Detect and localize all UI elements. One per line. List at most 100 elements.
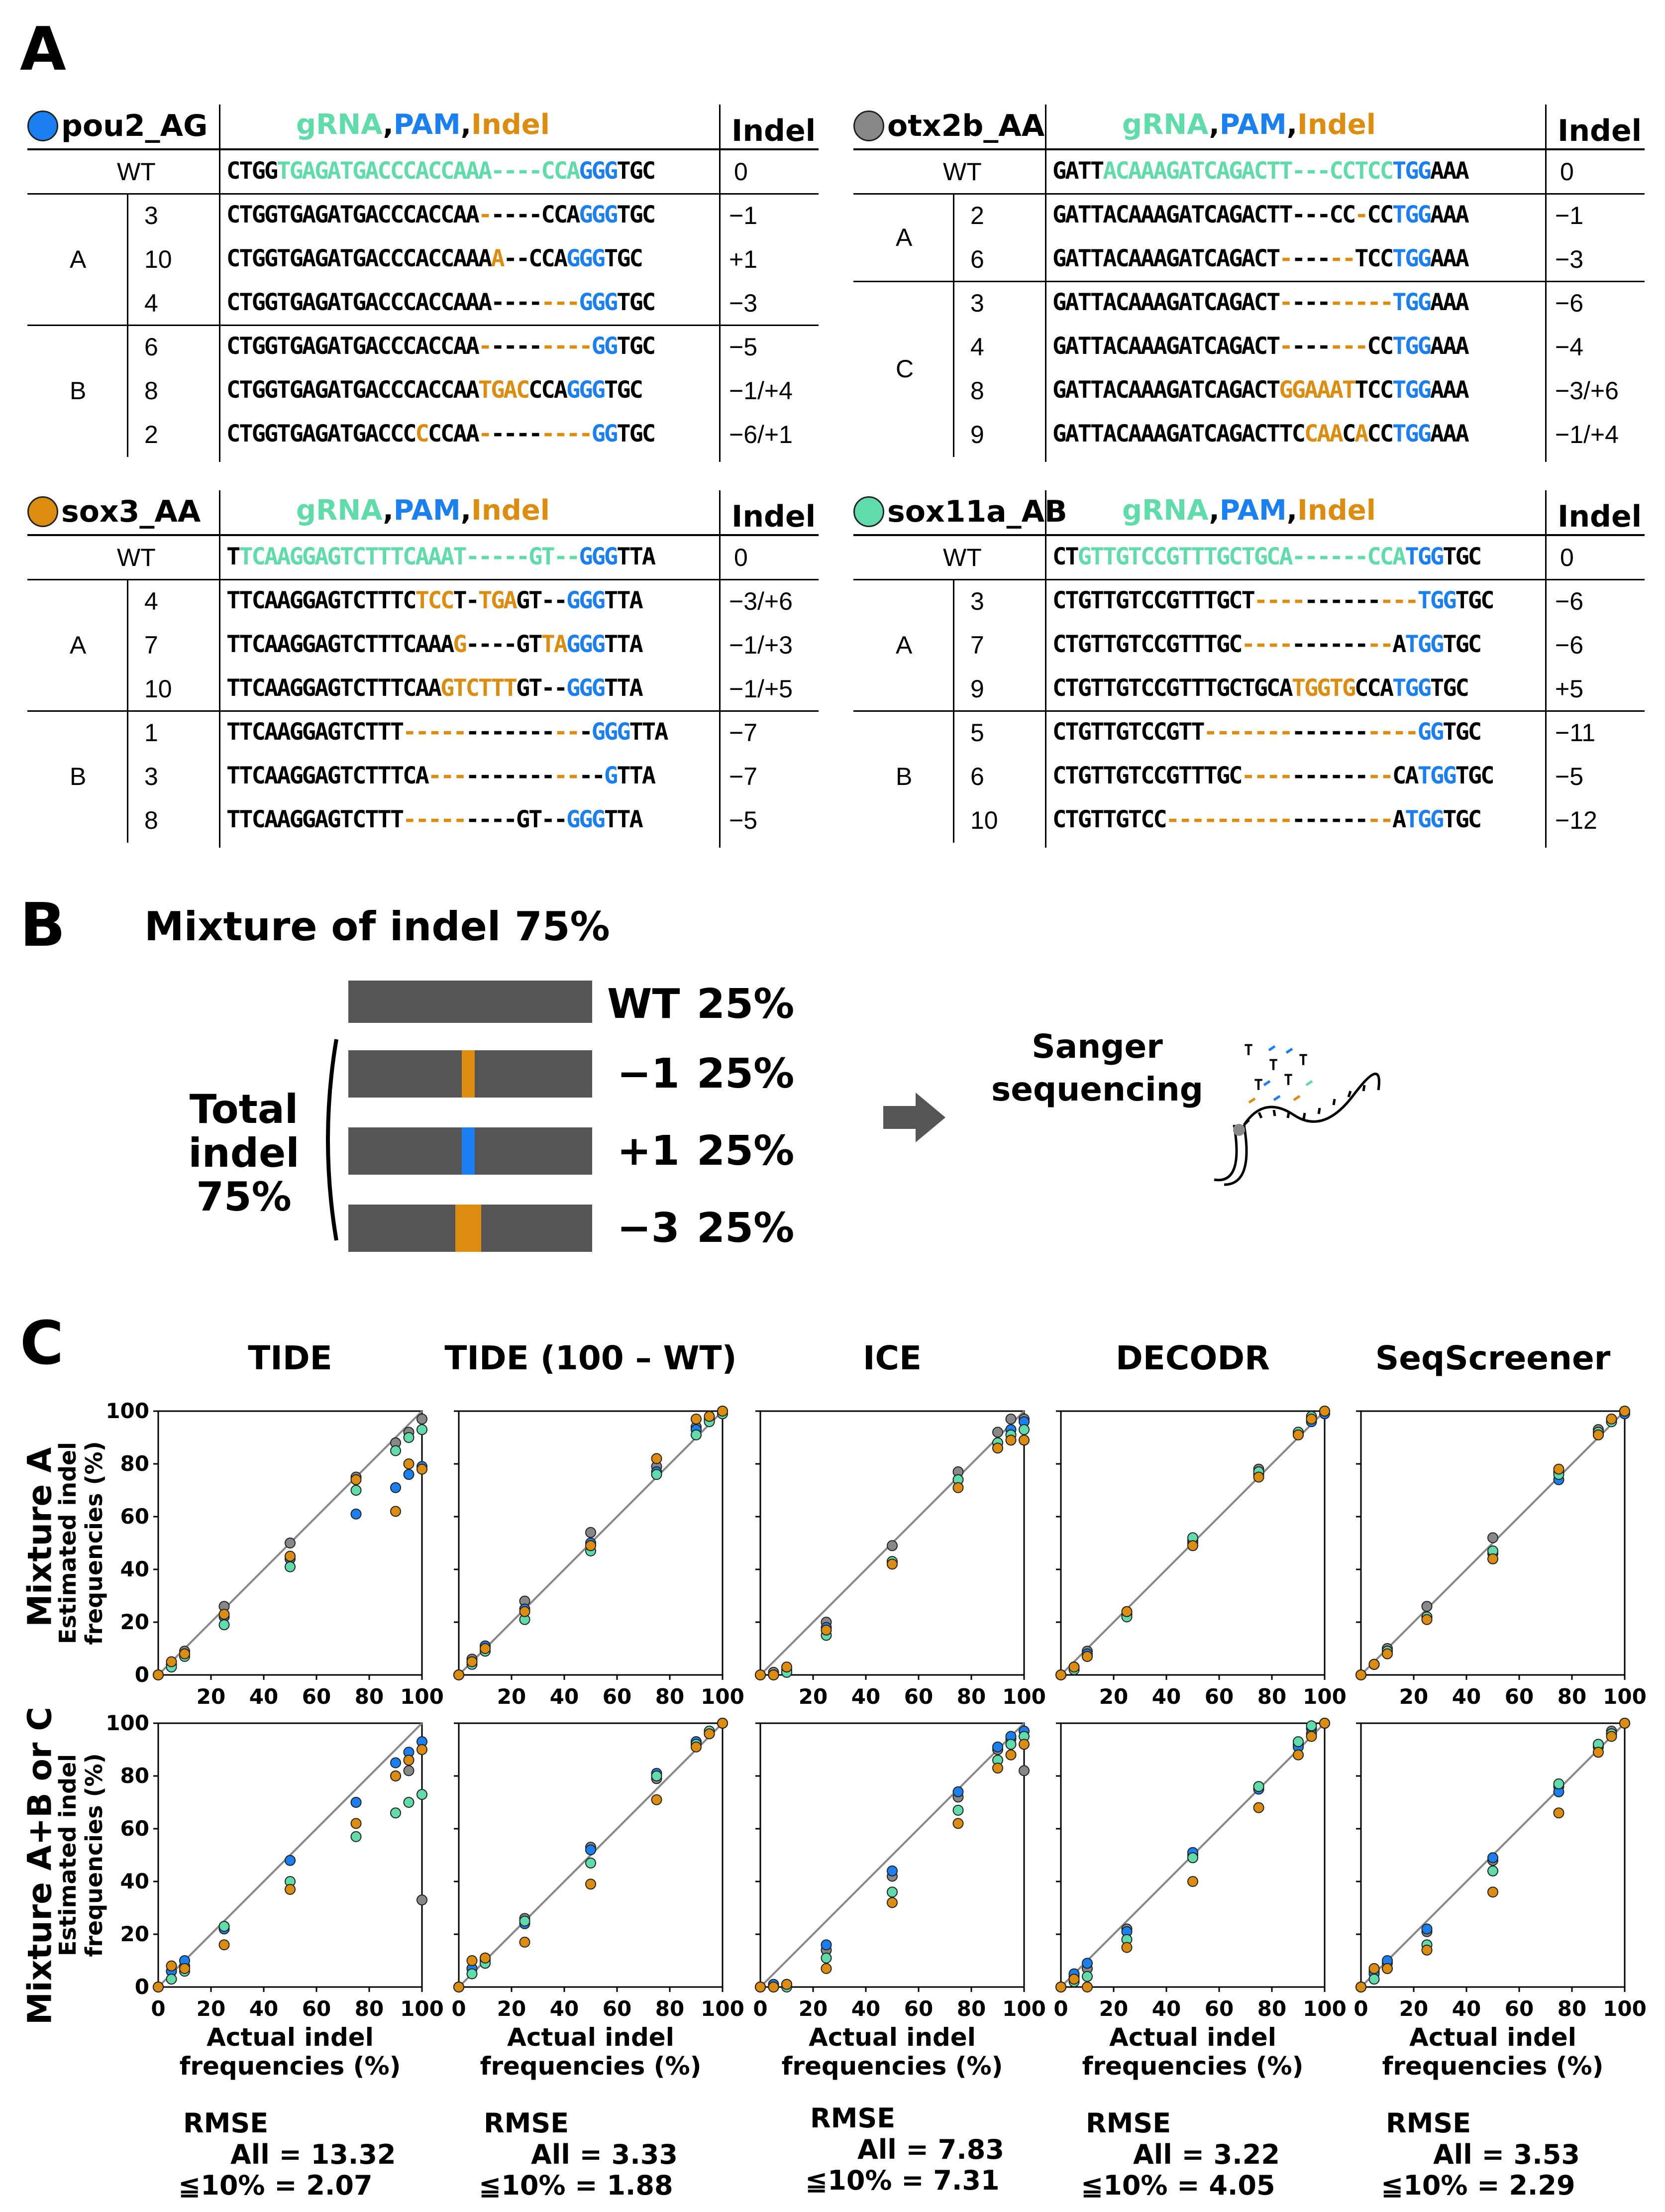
header-part-3: ,: [460, 109, 471, 141]
data-point-sox3_AA: [1593, 1429, 1604, 1440]
data-point-sox11a_AB: [821, 1952, 832, 1964]
seq-segment: ACAAAGATCAGACTT---CCTCC: [1103, 157, 1394, 185]
seq-segment: TGG: [1392, 332, 1432, 360]
seq-segment: TGC: [1443, 631, 1482, 658]
data-point-sox11a_AB: [218, 1921, 230, 1932]
header-part-0: gRNA: [1122, 109, 1209, 141]
y-tick-label: 20: [120, 1610, 149, 1634]
data-point-sox3_AA: [1487, 1553, 1498, 1564]
seq-segment: AAA: [1430, 201, 1469, 228]
data-point-pou2_AG: [992, 1741, 1003, 1753]
seq-segment: TGG: [1392, 289, 1432, 316]
clone-indel: −5: [729, 333, 758, 361]
x-tick-label: 40: [1452, 1996, 1481, 2021]
x-tick-label: 100: [701, 1684, 744, 1709]
y-label-line-1: Estimated indel: [54, 1441, 81, 1645]
gene-dot-pou2_AG: [27, 111, 58, 141]
x-tick-label: 80: [655, 1996, 684, 2021]
seq-segment: -: [478, 332, 492, 360]
seq-segment: TTCAAGGAGTCTTTCAA: [226, 674, 442, 702]
data-point-sox3_AA: [1487, 1886, 1498, 1898]
seq-segment: CCAA: [427, 420, 480, 447]
data-point-sox11a_AB: [1293, 1736, 1304, 1748]
group-vline: [127, 711, 128, 843]
data-point-sox11a_AB: [585, 1857, 596, 1869]
group-rule: [27, 325, 819, 326]
sanger-dna-icon: T T T T T: [1214, 1042, 1380, 1186]
seq-segment: ---: [1291, 289, 1331, 316]
data-point-sox3_AA: [755, 1982, 766, 1992]
seq-segment: CTGGTGAGATGACCCACCAA: [226, 201, 480, 228]
data-point-sox3_AA: [416, 1744, 427, 1755]
seq-segment: TGC: [604, 245, 643, 272]
seq-segment: CTGTTGTCCGTTTGC: [1052, 631, 1243, 658]
x-tick-label: 80: [355, 1684, 384, 1709]
x-tick-label: 100: [1002, 1684, 1046, 1709]
seq-segment: --: [1367, 631, 1394, 658]
seq-segment: -----: [1329, 289, 1394, 316]
clone-sequence: TTCAAGGAGTCTTT---------GT--GGGTTA: [226, 806, 643, 833]
y-axis-label: Estimated indel frequencies (%): [54, 1409, 107, 1677]
data-point-sox3_AA: [1368, 1659, 1380, 1670]
seq-segment: GTCTTT: [440, 674, 518, 702]
clone-indel: +5: [1555, 675, 1584, 703]
indel-mark-minus3: [455, 1205, 481, 1252]
clone-id: 7: [144, 631, 158, 659]
seq-segment: TGG: [1417, 762, 1457, 789]
clone-sequence: CTGGTGAGATGACCCACCAATGACCCAGGGTGC: [226, 376, 643, 404]
clone-id: 3: [144, 763, 158, 790]
y-axis-label: Estimated indel frequencies (%): [54, 1721, 107, 1990]
mixture-row-pct: 25%: [697, 1205, 795, 1252]
table-vline-2: [1545, 490, 1547, 848]
x-tick-label: 0: [1353, 1996, 1368, 2021]
nt-glyph-4: T: [1254, 1077, 1263, 1094]
rmse-all: All = 3.53: [1433, 2139, 1580, 2170]
seq-segment: CC: [1367, 201, 1394, 228]
data-point-sox3_AA: [1319, 1406, 1330, 1417]
clone-sequence: CTGGTGAGATGACCCACCAAAA--CCAGGGTGC: [226, 245, 643, 272]
y-tick-label: 40: [120, 1869, 149, 1893]
seq-segment: AAA: [1430, 376, 1469, 404]
seq-segment: --: [1329, 245, 1356, 272]
seq-segment: ----: [491, 420, 542, 447]
seq-segment: GATTACAAAGATCAGACT: [1052, 245, 1280, 272]
y-label-line-2: frequencies (%): [80, 1441, 107, 1645]
row-label-mixture-a: Mixture A: [20, 1447, 59, 1627]
data-point-sox3_AA: [717, 1406, 728, 1417]
data-point-pou2_AG: [887, 1865, 898, 1877]
data-point-sox3_AA: [1306, 1413, 1317, 1425]
clone-indel: −6: [1555, 631, 1584, 659]
wt-sequence: CTGGTGAGATGACCCACCAAA----CCAGGGTGC: [226, 157, 656, 185]
wt-sequence: CTGTTGTCCGTTTGCTGCA------CCATGGTGC: [1052, 543, 1482, 570]
data-point-sox11a_AB: [1082, 1971, 1093, 1982]
x-tick-label: 60: [302, 1684, 331, 1709]
seq-segment: TTA: [617, 762, 656, 789]
seq-segment: TGC: [1430, 674, 1469, 702]
x-tick-label: 0: [451, 1996, 466, 2021]
rmse-10: ≦10% = 1.88: [479, 2170, 673, 2201]
rmse-title: RMSE: [484, 2107, 569, 2139]
x-tick-label: 20: [1099, 1684, 1128, 1709]
seq-segment: -: [478, 201, 492, 228]
gene-dot-sox11a_AB: [853, 496, 884, 527]
seq-segment: TGG: [1405, 806, 1444, 833]
table-top-rule: [853, 148, 1645, 150]
data-point-sox3_AA: [1082, 1651, 1093, 1662]
header-part-0: gRNA: [296, 494, 383, 527]
x-tick-label: 80: [355, 1996, 384, 2021]
scatter-chart: 0 20 40 60 80 100 0 20 40 60 80 100: [105, 1711, 444, 2021]
x-tick-label: 40: [1452, 1684, 1481, 1709]
mixture-row-label: −3: [617, 1205, 680, 1252]
x-tick-label: 20: [1399, 1684, 1428, 1709]
y-tick-label: 0: [135, 1662, 149, 1687]
data-point-sox3_AA: [1593, 1747, 1604, 1758]
x-axis-label: Actual indel frequencies (%): [1046, 2023, 1340, 2081]
clone-id: 4: [144, 587, 158, 615]
clone-sequence: GATTACAAAGATCAGACTTCCAACACCTGGAAA: [1052, 420, 1469, 447]
seq-segment: GTTGTCCGTTTGCTGCA------CCA: [1077, 543, 1407, 570]
x-tick-label: 80: [1558, 1996, 1586, 2021]
y-tick-label: 100: [105, 1399, 149, 1423]
data-point-sox3_AA: [466, 1656, 478, 1667]
clone-indel: −6/+1: [729, 421, 793, 448]
seq-segment: ----: [491, 332, 542, 360]
